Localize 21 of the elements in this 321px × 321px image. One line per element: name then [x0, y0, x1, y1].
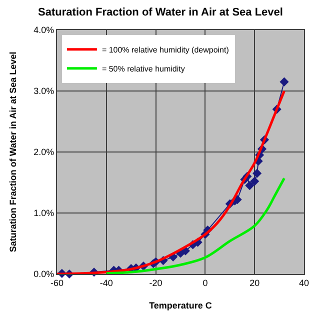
point — [245, 181, 254, 190]
point — [252, 168, 262, 178]
x-tick-label: 0 — [202, 278, 208, 288]
line-series — [105, 176, 286, 274]
y-tick-label: 2.0% — [34, 147, 54, 158]
chart-title: Saturation Fraction of Water in Air at Sea Level — [38, 6, 283, 19]
x-tick-label: -20 — [149, 278, 162, 288]
x-axis-title: Temperature C — [149, 300, 212, 311]
legend-label: = 50% relative humidity — [102, 64, 185, 74]
x-tick-label: 20 — [250, 278, 260, 288]
y-tick-label: 0.0% — [34, 269, 54, 280]
x-tick-label: 40 — [298, 278, 310, 288]
point — [250, 176, 260, 186]
y-tick-label: 4.0% — [34, 25, 54, 36]
x-tick-label: -60 — [50, 278, 64, 288]
point — [280, 77, 289, 86]
y-tick-label: 3.0% — [34, 86, 54, 96]
x-tick-label: -40 — [100, 278, 113, 288]
y-tick-label: 1.0% — [34, 208, 54, 218]
y-axis-title: Saturation Fraction of Water in Air at Sea Level — [8, 52, 18, 252]
legend-label: = 100% relative humidity (dewpoint) — [102, 46, 230, 54]
